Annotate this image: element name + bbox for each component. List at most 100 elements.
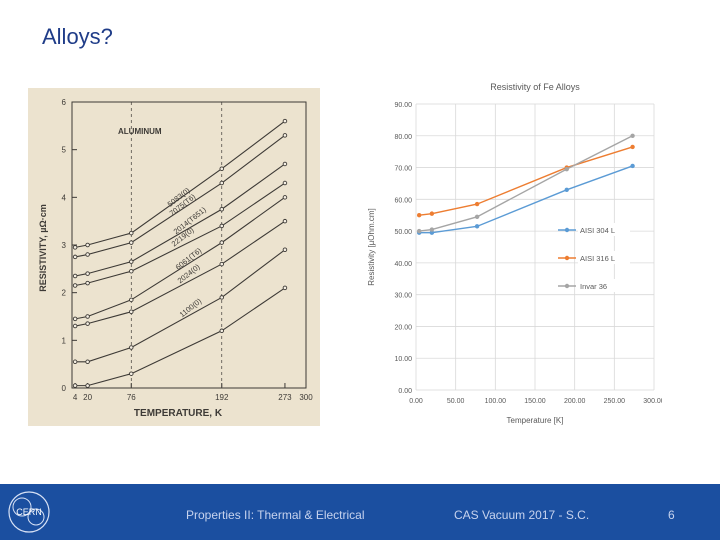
- fe-y-tick-label: 80.00: [394, 134, 412, 141]
- fe-x-tick-label: 0.00: [409, 398, 423, 405]
- aluminum-chart-svg: ALUMINUM TEMPERATURE, K RESISTIVITY, µΩ·…: [38, 98, 313, 419]
- fe-y-tick-label: 10.00: [394, 356, 412, 363]
- aluminum-data-point: [85, 359, 90, 365]
- aluminum-data-point: [219, 328, 225, 334]
- aluminum-data-point: [72, 254, 78, 260]
- aluminum-data-point: [72, 316, 78, 322]
- fe-y-tick-label: 30.00: [394, 293, 412, 300]
- fe-data-point: [429, 227, 435, 232]
- aluminum-data-point: [72, 359, 78, 365]
- aluminum-x-axis-label: TEMPERATURE, K: [134, 408, 223, 419]
- fe-legend-marker: [564, 283, 570, 289]
- fe-series-line: [419, 135, 633, 232]
- fe-chart-svg: Resistivity of Fe Alloys Temperature [K]…: [367, 82, 665, 425]
- aluminum-data-point: [282, 218, 288, 224]
- fe-data-point: [474, 201, 480, 207]
- fe-legend-bg: [578, 279, 630, 292]
- aluminum-data-point: [129, 371, 134, 376]
- fe-x-tick-label: 250.00: [604, 398, 626, 405]
- aluminum-data-point: [282, 133, 288, 138]
- aluminum-data-point: [282, 285, 288, 291]
- fe-legend-label: AISI 316 L: [580, 254, 615, 263]
- aluminum-x-tick-label: 4: [73, 393, 78, 402]
- fe-y-tick-label: 70.00: [394, 166, 412, 173]
- aluminum-x-tick-label: 192: [215, 393, 229, 402]
- fe-y-tick-label: 90.00: [394, 102, 412, 109]
- aluminum-data-point: [129, 259, 134, 264]
- aluminum-data-point: [219, 295, 225, 300]
- aluminum-x-tick-label: 20: [83, 393, 92, 402]
- aluminum-data-point: [85, 383, 90, 388]
- aluminum-data-point: [72, 245, 78, 250]
- aluminum-data-point: [219, 180, 225, 186]
- fe-data-point: [429, 211, 435, 216]
- aluminum-y-tick-label: 4: [62, 193, 67, 202]
- fe-y-axis-label: Resistivity [µOhm.cm]: [367, 208, 376, 286]
- fe-data-point: [416, 213, 422, 218]
- fe-legend-bg: [578, 251, 630, 264]
- fe-x-tick-label: 300.00: [643, 398, 662, 405]
- fe-series-line: [419, 146, 633, 216]
- aluminum-data-point: [282, 195, 288, 200]
- aluminum-data-point: [282, 161, 288, 167]
- aluminum-data-point: [129, 268, 134, 274]
- aluminum-y-tick-label: 2: [62, 289, 67, 298]
- fe-data-point: [564, 166, 569, 172]
- fe-x-axis-label: Temperature [K]: [507, 416, 564, 425]
- aluminum-data-point: [282, 118, 288, 124]
- fe-y-tick-label: 60.00: [394, 197, 412, 204]
- aluminum-data-point: [282, 180, 288, 186]
- fe-y-tick-label: 40.00: [394, 261, 412, 268]
- fe-data-point: [564, 187, 569, 192]
- aluminum-resistivity-chart: ALUMINUM TEMPERATURE, K RESISTIVITY, µΩ·…: [28, 88, 320, 426]
- aluminum-data-point: [129, 345, 134, 350]
- fe-legend-marker: [564, 227, 570, 233]
- fe-x-tick-label: 100.00: [485, 398, 507, 405]
- aluminum-data-point: [129, 240, 134, 245]
- aluminum-data-point: [219, 166, 225, 171]
- aluminum-y-tick-label: 1: [62, 336, 67, 345]
- fe-data-point: [429, 230, 435, 235]
- aluminum-data-point: [219, 240, 225, 245]
- aluminum-y-tick-label: 3: [62, 241, 67, 250]
- aluminum-x-tick-label: 273: [278, 393, 292, 402]
- aluminum-data-point: [72, 283, 78, 288]
- fe-legend-bg: [578, 223, 630, 236]
- aluminum-data-point: [85, 314, 90, 319]
- page-number: 6: [668, 508, 675, 522]
- aluminum-x-tick-label: 300: [299, 393, 313, 402]
- fe-data-point: [630, 163, 635, 169]
- aluminum-data-point: [129, 230, 134, 236]
- cern-logo: CERN: [8, 491, 50, 533]
- fe-data-point: [474, 224, 480, 229]
- aluminum-y-axis-label: RESISTIVITY, µΩ·cm: [38, 204, 48, 291]
- aluminum-data-point: [219, 261, 225, 267]
- aluminum-data-point: [72, 273, 78, 279]
- aluminum-data-point: [85, 242, 90, 248]
- aluminum-data-point: [72, 323, 78, 329]
- aluminum-data-point: [219, 223, 225, 229]
- aluminum-data-point: [72, 383, 78, 388]
- footer-course-title: Properties II: Thermal & Electrical: [186, 508, 365, 522]
- fe-legend-marker: [564, 255, 570, 261]
- fe-legend-label: AISI 304 L: [580, 226, 615, 235]
- fe-legend-label: Invar 36: [580, 282, 607, 291]
- fe-data-point: [630, 144, 635, 150]
- aluminum-data-point: [85, 271, 90, 276]
- fe-data-point: [416, 228, 422, 234]
- fe-alloys-chart: Resistivity of Fe Alloys Temperature [K]…: [362, 78, 665, 428]
- aluminum-data-point: [129, 309, 134, 314]
- aluminum-x-tick-label: 76: [127, 393, 136, 402]
- cern-logo-text: CERN: [16, 507, 42, 517]
- aluminum-chart-title: ALUMINUM: [118, 127, 162, 136]
- fe-y-tick-label: 20.00: [394, 324, 412, 331]
- aluminum-y-tick-label: 6: [62, 98, 67, 107]
- footer-event: CAS Vacuum 2017 - S.C.: [454, 508, 590, 522]
- aluminum-y-tick-label: 0: [62, 384, 67, 393]
- footer-bar: [0, 484, 720, 540]
- fe-chart-title: Resistivity of Fe Alloys: [490, 82, 580, 92]
- aluminum-data-point: [85, 280, 90, 286]
- fe-data-point: [630, 133, 635, 138]
- aluminum-series-line: [75, 196, 286, 320]
- aluminum-plot-frame: [71, 101, 307, 389]
